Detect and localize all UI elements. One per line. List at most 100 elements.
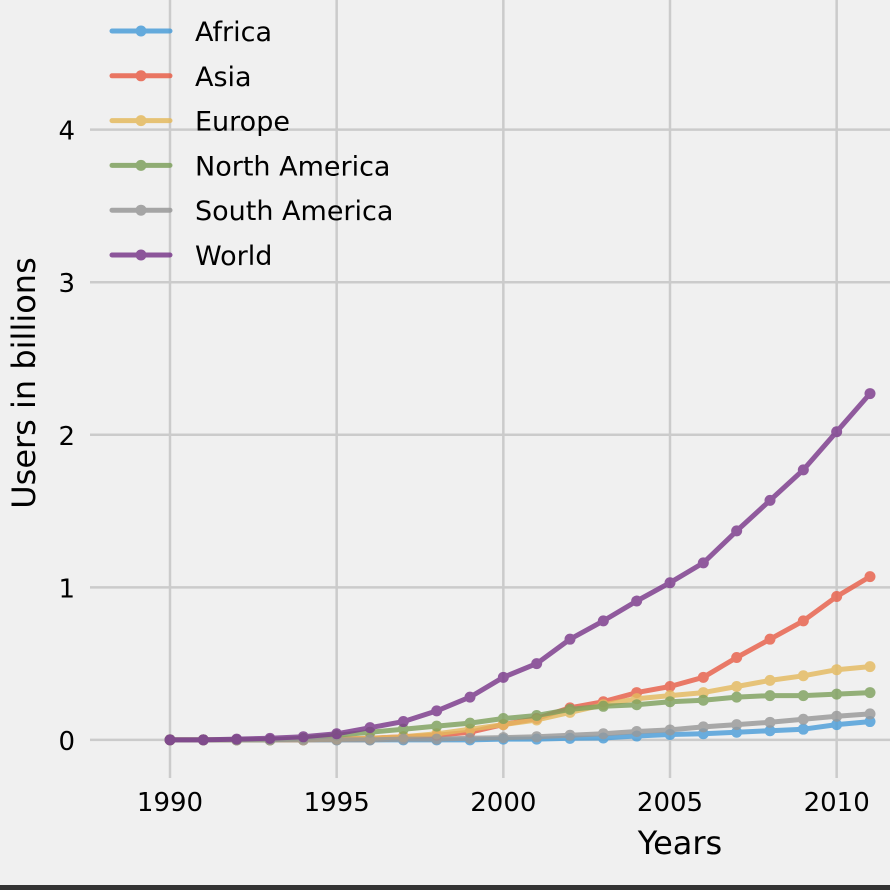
data-point-world: [364, 722, 376, 734]
data-point-south-america: [831, 710, 843, 722]
data-point-north-america: [764, 690, 776, 702]
y-tick-label: 2: [58, 422, 75, 452]
legend-marker-europe: [135, 115, 147, 127]
data-point-world: [831, 426, 843, 438]
data-point-north-america: [731, 691, 743, 703]
x-tick-label: 2005: [637, 788, 703, 818]
legend-item-north-america: [109, 159, 173, 171]
data-point-south-america: [764, 716, 776, 728]
data-point-north-america: [564, 703, 576, 715]
data-point-south-america: [697, 721, 709, 733]
legend-marker-asia: [135, 70, 147, 82]
x-tick-label: 1995: [304, 788, 370, 818]
series-line-world: [167, 391, 873, 743]
legend-marker-south-america: [135, 204, 147, 216]
legend-label-asia: Asia: [195, 62, 252, 93]
data-point-africa: [864, 716, 876, 728]
data-point-world: [464, 691, 476, 703]
data-point-south-america: [464, 732, 476, 744]
legend-item-world: [109, 249, 173, 261]
data-point-world: [797, 464, 809, 476]
legend-item-europe: [109, 115, 173, 127]
data-point-north-america: [531, 709, 543, 721]
data-point-world: [697, 557, 709, 569]
x-tick-label: 2000: [470, 788, 536, 818]
legend-item-africa: [109, 25, 173, 37]
data-point-world: [497, 671, 509, 683]
data-point-europe: [731, 680, 743, 692]
x-tick-label: 2010: [804, 788, 870, 818]
data-point-north-america: [864, 687, 876, 699]
data-point-world: [597, 615, 609, 627]
x-tick-label: 1990: [137, 788, 203, 818]
data-point-world: [231, 733, 243, 745]
legend-marker-world: [135, 249, 147, 261]
data-point-asia: [831, 590, 843, 602]
series-layer: [164, 388, 876, 746]
data-point-asia: [797, 615, 809, 627]
legend-label-africa: Africa: [195, 17, 272, 48]
data-point-africa: [797, 723, 809, 735]
y-tick-label: 3: [58, 269, 75, 299]
data-point-world: [531, 658, 543, 670]
data-point-south-america: [397, 733, 409, 745]
x-axis-label: Years: [637, 824, 722, 862]
data-point-world: [331, 728, 343, 740]
data-point-world: [397, 716, 409, 728]
data-point-north-america: [497, 713, 509, 725]
data-point-south-america: [431, 733, 443, 745]
data-point-world: [431, 705, 443, 717]
data-point-asia: [864, 571, 876, 583]
legend-label-europe: Europe: [195, 107, 290, 138]
legend-marker-north-america: [135, 159, 147, 171]
data-point-world: [864, 388, 876, 400]
legend-item-south-america: [109, 204, 173, 216]
x-axis-ticks: 1990 1995 2000 2005 2010: [137, 788, 870, 818]
y-tick-label: 4: [58, 117, 75, 147]
data-point-north-america: [631, 699, 643, 711]
data-point-europe: [831, 664, 843, 676]
data-point-world: [564, 633, 576, 645]
data-point-world: [631, 595, 643, 607]
data-point-asia: [764, 633, 776, 645]
data-point-south-america: [597, 728, 609, 740]
data-point-south-america: [797, 713, 809, 725]
data-point-south-america: [531, 731, 543, 743]
legend-label-north-america: North America: [195, 151, 390, 182]
data-point-world: [764, 494, 776, 506]
data-point-north-america: [464, 717, 476, 729]
data-point-south-america: [731, 719, 743, 731]
legend: Africa Asia Europe North America South Ameri…: [109, 17, 393, 272]
data-point-africa: [764, 725, 776, 737]
data-point-world: [164, 734, 176, 746]
data-point-south-america: [364, 734, 376, 746]
data-point-africa: [731, 726, 743, 738]
y-axis-label: Users in billions: [5, 257, 43, 509]
y-tick-label: 0: [58, 727, 75, 757]
series-world: [164, 388, 876, 746]
data-point-north-america: [664, 696, 676, 708]
data-point-north-america: [397, 723, 409, 735]
data-point-world: [731, 525, 743, 537]
data-point-north-america: [431, 720, 443, 732]
y-axis-ticks: 0 1 2 3 4: [58, 117, 75, 757]
data-point-asia: [731, 651, 743, 663]
data-point-world: [264, 732, 276, 744]
data-point-europe: [764, 674, 776, 686]
bottom-border: [0, 885, 890, 890]
legend-item-asia: [109, 70, 173, 82]
y-tick-label: 1: [58, 574, 75, 604]
data-point-south-america: [564, 729, 576, 741]
data-point-africa: [831, 719, 843, 731]
data-point-europe: [864, 661, 876, 673]
data-point-south-america: [864, 708, 876, 720]
data-point-world: [664, 577, 676, 589]
data-point-south-america: [631, 725, 643, 737]
legend-marker-africa: [135, 25, 147, 37]
data-point-europe: [797, 670, 809, 682]
data-point-north-america: [831, 688, 843, 700]
data-point-south-america: [497, 732, 509, 744]
data-point-europe: [697, 687, 709, 699]
data-point-north-america: [797, 690, 809, 702]
